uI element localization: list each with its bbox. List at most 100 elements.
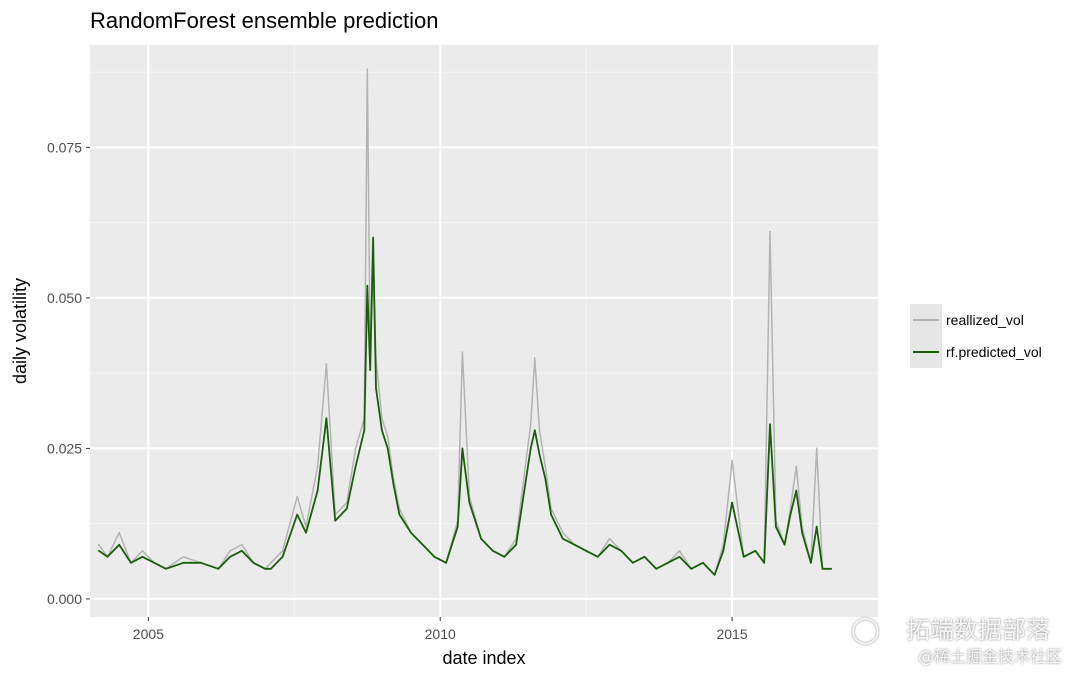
data-point (386, 447, 389, 450)
data-point (480, 537, 482, 540)
data-point (354, 465, 357, 468)
data-point (182, 555, 185, 558)
data-point (678, 555, 681, 558)
data-point (316, 489, 319, 492)
data-point (529, 447, 532, 450)
data-point (690, 568, 693, 570)
data-point (529, 423, 532, 426)
data-point (381, 417, 383, 420)
data-point (597, 555, 599, 558)
data-point (118, 531, 120, 534)
data-point (783, 543, 786, 546)
data-point (562, 537, 564, 540)
data-point (830, 568, 833, 570)
data-point (398, 513, 401, 516)
y-tick-label: 0.025 (47, 440, 82, 456)
data-point (381, 429, 383, 432)
data-point (305, 525, 307, 528)
data-point (533, 429, 536, 432)
watermark-sub: @稀土掘金技术社区 (917, 647, 1062, 666)
data-point (763, 562, 765, 564)
data-point (461, 351, 464, 353)
data-point (153, 562, 156, 564)
x-axis: 2005 2010 2015 (133, 617, 748, 642)
data-point (769, 230, 771, 233)
data-point (538, 429, 541, 432)
data-point (229, 549, 231, 552)
data-point (252, 562, 255, 564)
data-point (754, 549, 757, 552)
data-point (366, 285, 369, 287)
data-point (731, 501, 733, 504)
x-tick-label: 2005 (133, 626, 164, 642)
data-point (585, 549, 587, 552)
data-point (632, 562, 634, 564)
data-point (468, 501, 471, 504)
data-point (550, 513, 552, 516)
legend-label-rf-predicted-vol: rf.predicted_vol (946, 344, 1042, 360)
data-point (97, 549, 100, 552)
data-point (106, 555, 109, 558)
data-point (240, 543, 243, 546)
data-point (456, 525, 459, 528)
legend: reallized_vol rf.predicted_vol (910, 304, 1042, 368)
wechat-icon: ◯ (850, 614, 880, 644)
y-axis: 0.000 0.025 0.050 0.075 (47, 139, 90, 607)
data-point (296, 495, 299, 498)
data-point (775, 525, 777, 528)
x-tick-label: 2015 (716, 626, 747, 642)
data-point (667, 562, 669, 564)
data-point (240, 549, 243, 552)
data-point (515, 543, 517, 546)
data-point (713, 574, 716, 576)
data-point (372, 236, 374, 239)
data-point (305, 531, 307, 534)
data-point (801, 531, 803, 534)
data-point (141, 555, 144, 558)
y-axis-label: daily volatility (10, 278, 30, 384)
data-point (264, 568, 266, 570)
data-point (354, 447, 357, 450)
data-point (445, 562, 447, 564)
data-point (491, 549, 494, 552)
data-point (165, 568, 167, 570)
data-point (363, 429, 366, 432)
data-point (769, 423, 771, 426)
data-point (141, 549, 144, 552)
data-point (795, 489, 798, 492)
data-point (296, 513, 299, 516)
data-point (217, 568, 220, 570)
grid-major (90, 45, 878, 617)
data-point (433, 555, 436, 558)
y-tick-label: 0.000 (47, 591, 82, 607)
data-point (334, 519, 336, 522)
data-point (810, 562, 812, 564)
x-axis-label: date index (442, 648, 525, 668)
data-point (118, 543, 120, 546)
data-point (369, 369, 371, 371)
data-point (821, 568, 824, 570)
data-point (325, 417, 328, 420)
data-point (270, 568, 272, 570)
data-point (722, 549, 725, 552)
data-point (366, 68, 369, 70)
data-point (281, 549, 284, 552)
data-point (281, 555, 284, 558)
data-point (375, 387, 377, 390)
data-point (503, 555, 506, 558)
data-point (789, 507, 792, 510)
data-point (815, 525, 818, 528)
series-rf-predicted-vol (97, 236, 833, 576)
data-point (562, 531, 564, 534)
data-point (643, 555, 646, 558)
data-point (533, 357, 536, 359)
data-point (655, 568, 657, 570)
data-point (229, 555, 231, 558)
data-point (410, 531, 412, 534)
data-point (346, 507, 348, 510)
plot-panel (90, 45, 878, 617)
grid-minor (90, 45, 878, 617)
data-point (544, 477, 547, 480)
watermark-main: 拓端数据部落 (906, 616, 1050, 644)
